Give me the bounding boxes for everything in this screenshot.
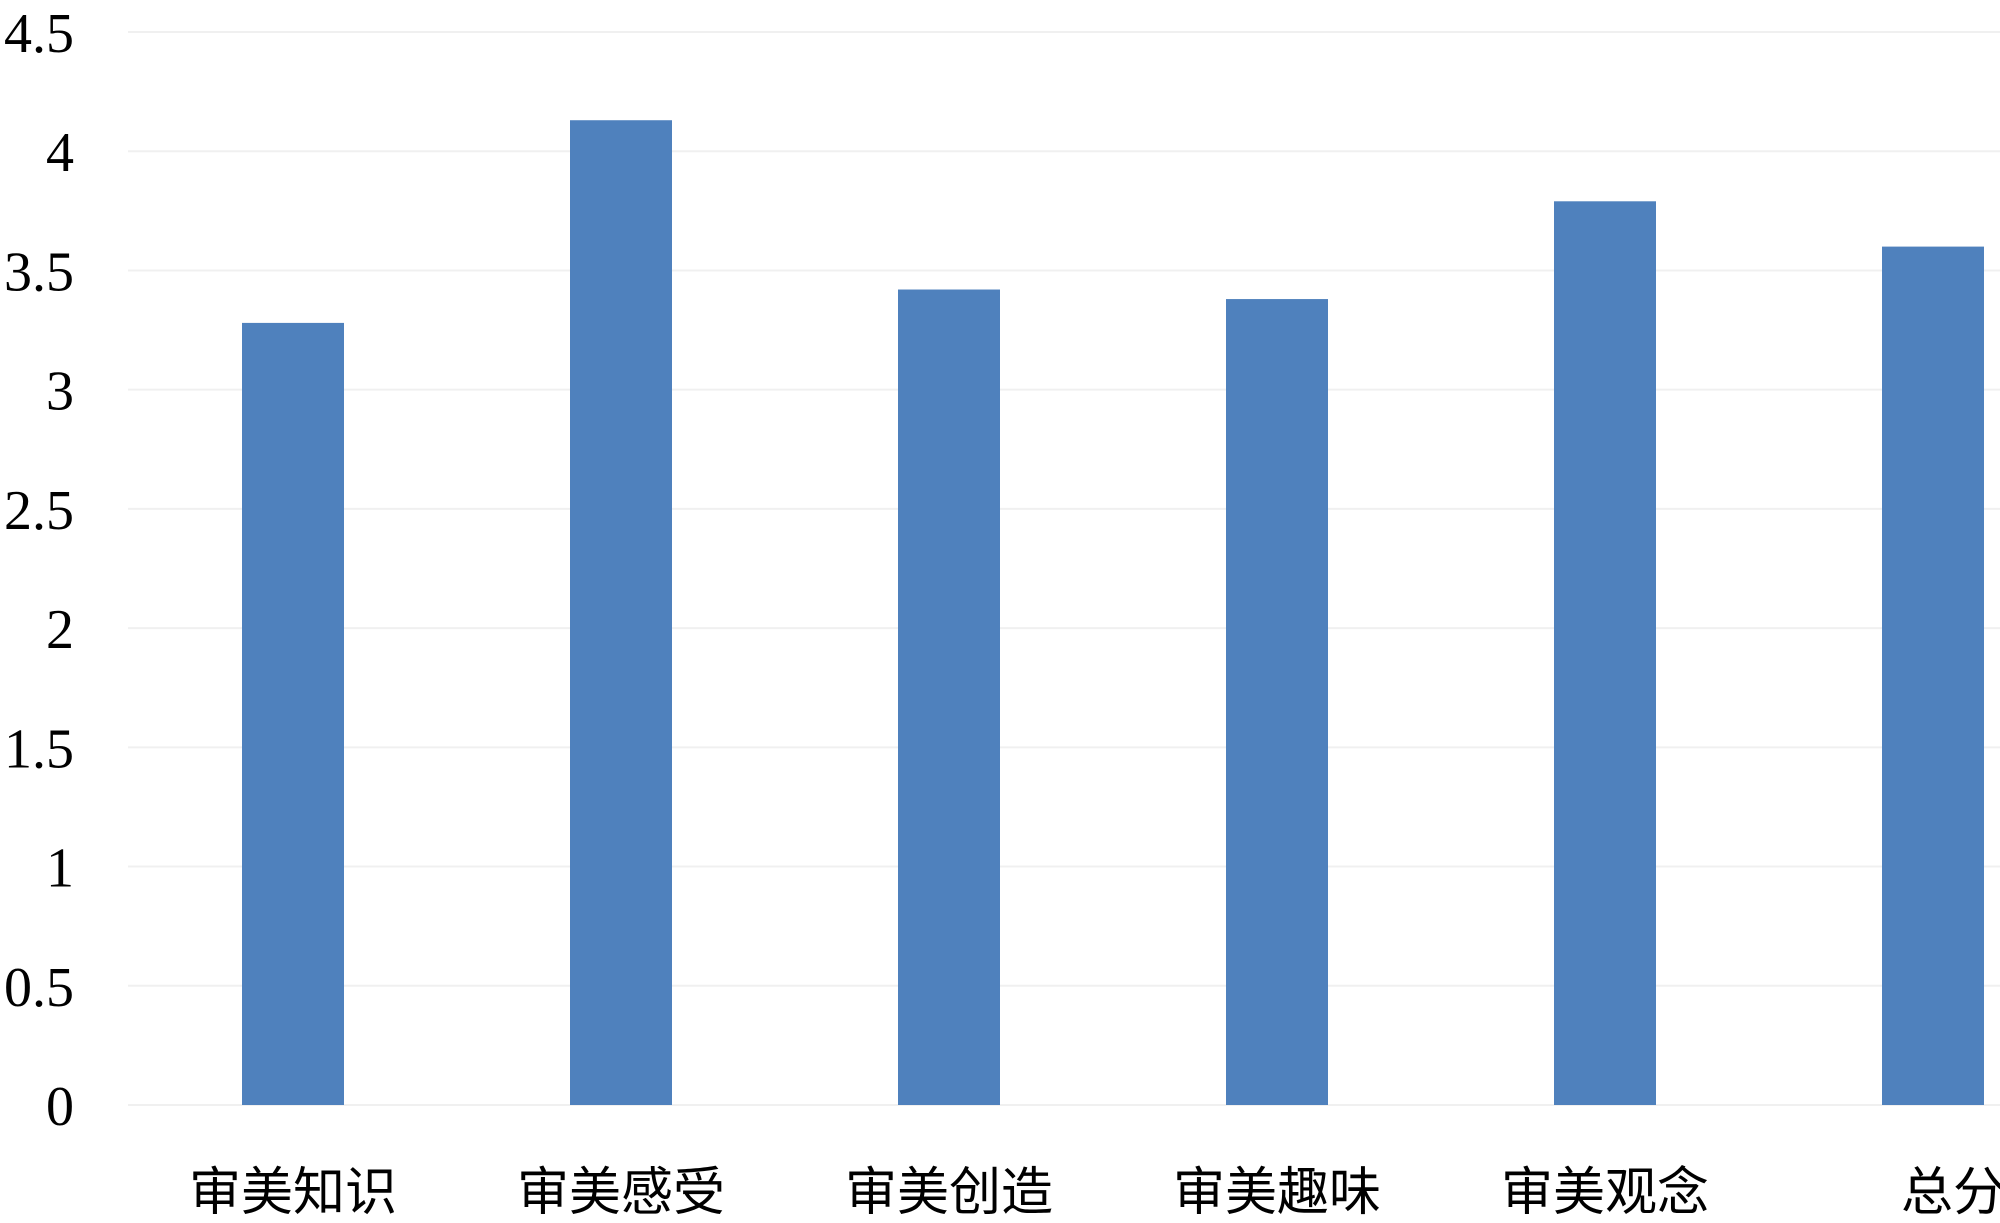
y-tick-label: 3	[46, 361, 74, 423]
bar	[1554, 201, 1656, 1106]
y-axis-ticks: 0 0.5 1 1.5 2 2.5 3 3.5 4 4.5	[4, 3, 74, 1138]
x-category-label: 总分	[1901, 1163, 2000, 1223]
y-tick-label: 4	[46, 122, 74, 184]
y-tick-label: 0	[46, 1076, 74, 1138]
x-category-label: 审美感受	[517, 1163, 725, 1223]
y-tick-label: 1.5	[4, 718, 74, 780]
bar	[898, 289, 1000, 1105]
bar	[1882, 246, 1984, 1106]
y-tick-label: 2	[46, 599, 74, 661]
bar	[1226, 299, 1328, 1106]
bars	[242, 120, 1984, 1106]
bar	[570, 120, 672, 1106]
y-tick-label: 0.5	[4, 957, 74, 1019]
y-tick-label: 4.5	[4, 3, 74, 65]
x-category-label: 审美创造	[845, 1163, 1053, 1223]
x-axis-labels: 审美知识 审美感受 审美创造 审美趣味 审美观念 总分	[189, 1163, 2000, 1223]
y-tick-label: 2.5	[4, 480, 74, 542]
x-category-label: 审美知识	[189, 1163, 397, 1223]
x-category-label: 审美观念	[1501, 1163, 1709, 1223]
bar	[242, 322, 344, 1105]
y-tick-label: 1	[46, 838, 74, 900]
y-tick-label: 3.5	[4, 241, 74, 303]
x-category-label: 审美趣味	[1173, 1163, 1381, 1223]
gridlines	[128, 31, 2000, 1106]
